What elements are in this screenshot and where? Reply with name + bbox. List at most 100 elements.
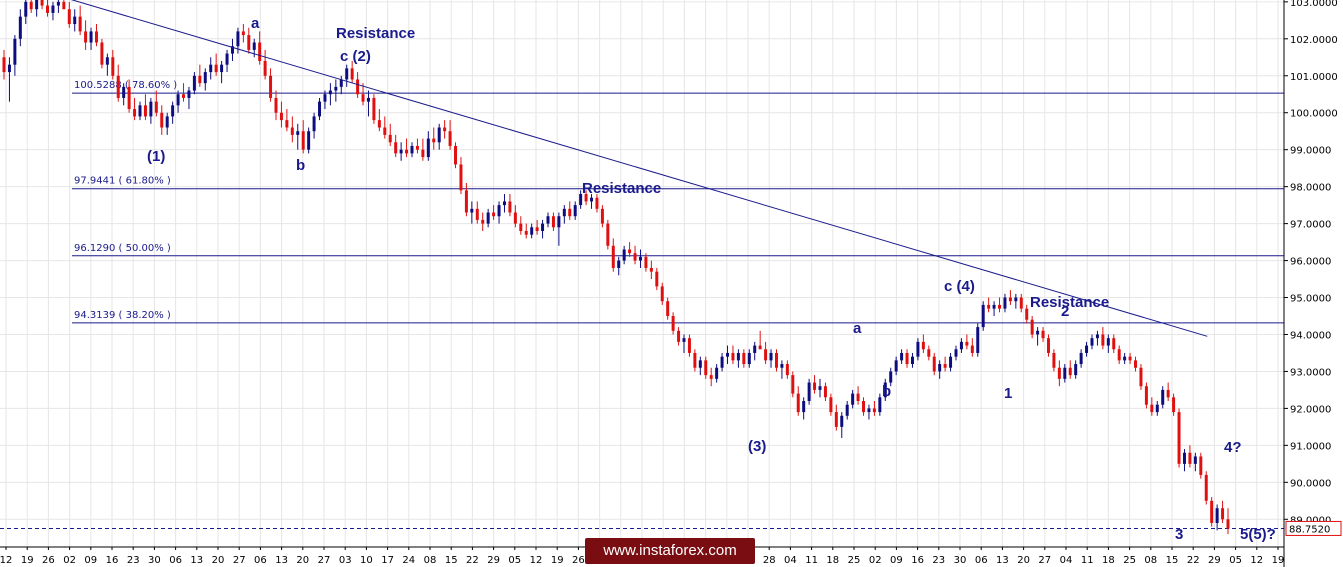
candle-body (834, 412, 838, 427)
candle-body (1193, 456, 1197, 464)
candle-body (285, 120, 289, 128)
candle-body (497, 205, 501, 217)
candle-body (829, 397, 833, 413)
candle-body (258, 42, 262, 61)
date-tick-label: 09 (890, 555, 903, 566)
candle-body (1046, 338, 1050, 353)
candle-body (274, 97, 278, 113)
candle-body (1139, 367, 1143, 387)
candle-body (18, 16, 22, 39)
candle-body (399, 149, 403, 154)
candle-body (269, 75, 273, 98)
date-tick-label: 08 (424, 555, 437, 566)
wave-label: b (296, 157, 305, 174)
candle-body (1166, 389, 1170, 398)
candle-body (410, 145, 414, 154)
candle-body (715, 367, 719, 379)
date-tick-label: 19 (551, 555, 564, 566)
candle-body (1204, 474, 1208, 501)
candle-body (89, 31, 93, 43)
date-tick-label: 06 (254, 555, 267, 566)
candle-body (704, 360, 708, 376)
wave-label: c (4) (944, 278, 975, 295)
candle-body (894, 360, 898, 372)
fib-level-label: 96.1290 ( 50.00% ) (74, 243, 171, 254)
candle-body (1182, 452, 1186, 464)
candle-body (214, 64, 218, 73)
candle-body (160, 112, 164, 128)
date-tick-label: 16 (911, 555, 924, 566)
date-tick-label: 20 (1017, 555, 1030, 566)
date-tick-label: 05 (508, 555, 521, 566)
date-tick-label: 28 (763, 555, 776, 566)
date-tick-label: 20 (296, 555, 309, 566)
candle-body (84, 31, 88, 43)
candle-body (682, 338, 686, 342)
candle-body (481, 219, 485, 224)
candle-body (154, 101, 158, 113)
candle-body (551, 216, 555, 228)
candle-body (595, 197, 599, 209)
candle-body (252, 42, 256, 50)
candle-body (345, 68, 349, 80)
candle-body (883, 382, 887, 398)
candle-body (143, 105, 147, 117)
candle-body (872, 408, 876, 413)
date-tick-label: 15 (1166, 555, 1179, 566)
candle-body (1014, 297, 1018, 302)
candle-body (878, 397, 882, 413)
candle-body (230, 46, 234, 54)
candle-body (138, 105, 142, 117)
candle-body (454, 145, 458, 165)
candle-body (970, 345, 974, 353)
candle-body (432, 138, 436, 143)
candle-body (1106, 338, 1110, 346)
candle-body (165, 116, 169, 128)
candle-body (687, 338, 691, 353)
candle-body (443, 127, 447, 132)
wave-label: Resistance (336, 25, 415, 42)
candle-body (1052, 352, 1056, 368)
candle-body (709, 375, 713, 379)
fib-level-label: 100.5288 ( 78.60% ) (74, 80, 177, 91)
wave-label: 4? (1224, 439, 1242, 456)
candle-body (562, 208, 566, 217)
candle-body (1177, 412, 1181, 464)
wave-label: b (882, 383, 891, 400)
candle-body (535, 227, 539, 231)
wave-label: 1 (1004, 385, 1012, 402)
candle-body (813, 382, 817, 390)
candle-body (677, 330, 681, 342)
candle-body (1215, 508, 1219, 523)
price-tick-label: 100.0000 (1290, 109, 1338, 120)
price-tick-label: 94.0000 (1290, 330, 1331, 341)
date-tick-label: 15 (445, 555, 458, 566)
candle-body (579, 194, 583, 206)
candle-body (241, 31, 245, 36)
date-tick-label: 19 (21, 555, 34, 566)
price-tick-label: 95.0000 (1290, 294, 1331, 305)
price-tick-label: 97.0000 (1290, 220, 1331, 231)
current-price-box (1285, 520, 1342, 536)
date-tick-label: 02 (869, 555, 882, 566)
candle-body (383, 127, 387, 135)
candle-body (622, 249, 626, 261)
candle-body (116, 75, 120, 98)
candle-body (62, 1, 66, 10)
date-tick-label: 11 (805, 555, 818, 566)
candle-body (94, 31, 98, 43)
candle-body (122, 86, 126, 98)
candle-body (628, 249, 632, 254)
candle-body (247, 35, 251, 50)
candle-body (290, 127, 294, 135)
candle-body (78, 16, 82, 32)
candle-body (318, 101, 322, 117)
date-tick-label: 05 (1229, 555, 1242, 566)
candle-body (475, 208, 479, 220)
candle-body (307, 131, 311, 150)
candle-body (1019, 297, 1023, 309)
candle-body (633, 253, 637, 261)
candle-body (350, 68, 354, 80)
wave-label: 2 (1061, 303, 1069, 320)
